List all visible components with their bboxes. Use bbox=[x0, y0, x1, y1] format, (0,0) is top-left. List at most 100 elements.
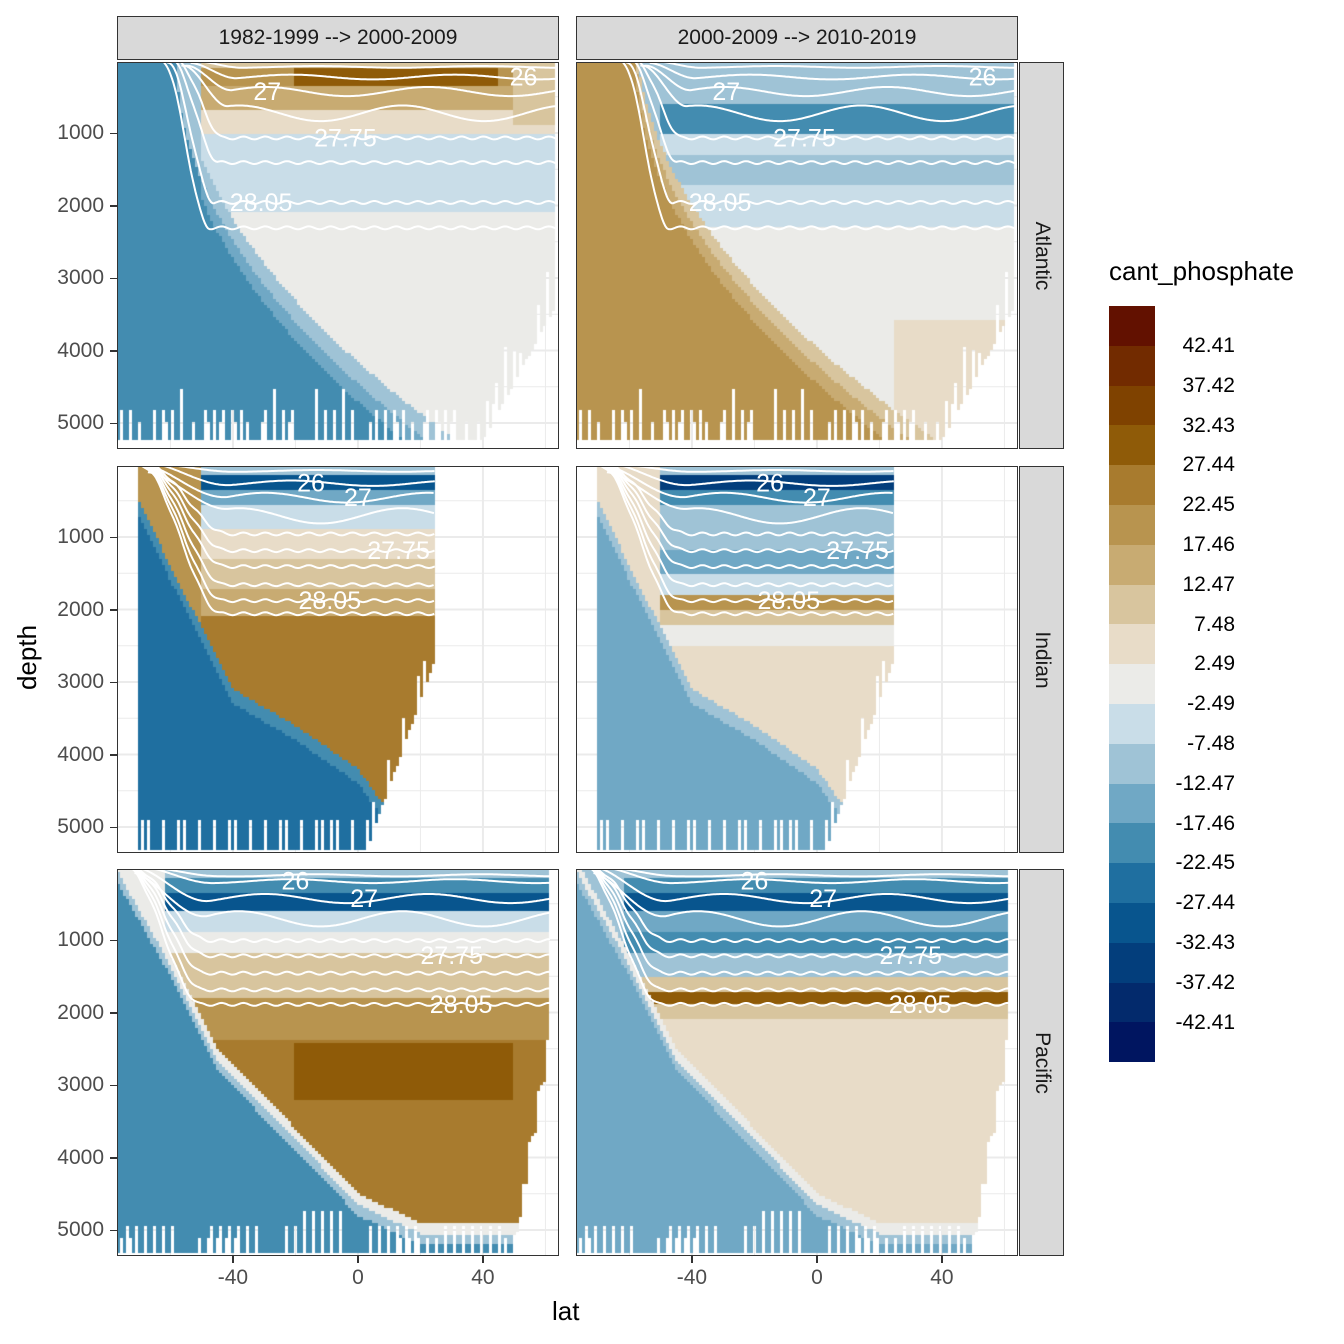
isopycnal-line bbox=[601, 466, 893, 588]
y-tick-mark bbox=[110, 1012, 117, 1014]
x-tick-label: 40 bbox=[471, 1266, 495, 1289]
x-tick-mark bbox=[482, 1256, 484, 1263]
isopycnal-line bbox=[654, 62, 1016, 69]
x-tick-label: 40 bbox=[930, 1266, 954, 1289]
legend-label: 32.43 bbox=[1182, 413, 1235, 437]
legend-color-swatch bbox=[1109, 505, 1155, 545]
isopycnal-line bbox=[146, 466, 435, 537]
y-tick-mark bbox=[110, 1084, 117, 1086]
isopycnal-line bbox=[195, 62, 557, 69]
legend-color-swatch bbox=[1109, 783, 1155, 824]
legend-color-swatch bbox=[1109, 903, 1155, 943]
legend-title: cant_phosphate bbox=[1109, 256, 1295, 286]
legend-label: -17.46 bbox=[1175, 811, 1235, 835]
contour-label: 26 bbox=[297, 470, 325, 498]
isopycnal-line bbox=[593, 872, 1010, 928]
contour-label: 27.75 bbox=[367, 537, 430, 565]
isopycnal-line bbox=[190, 62, 557, 81]
legend-color-swatch bbox=[1109, 1022, 1155, 1063]
contour-label: 27.75 bbox=[773, 124, 836, 152]
legend-label: -7.48 bbox=[1187, 732, 1235, 755]
x-tick-mark bbox=[816, 1256, 818, 1263]
isopycnal-line bbox=[135, 869, 551, 959]
contour-label: 28.05 bbox=[230, 189, 293, 217]
isopycnal-line bbox=[134, 872, 551, 928]
legend-color-swatch bbox=[1109, 345, 1155, 386]
legend-color-swatch bbox=[1109, 306, 1155, 346]
x-tick-label: 0 bbox=[811, 1266, 823, 1289]
isopycnal-line bbox=[181, 64, 557, 123]
isopycnal-line bbox=[160, 466, 435, 487]
y-tick-label: 1000 bbox=[57, 525, 104, 548]
legend-label: -42.41 bbox=[1175, 1010, 1235, 1034]
contour-label: 27.75 bbox=[879, 942, 942, 970]
legend-label: 17.46 bbox=[1182, 533, 1235, 556]
legend-color-swatch bbox=[1109, 664, 1155, 705]
filled-contour-field bbox=[576, 62, 1018, 449]
y-tick-mark bbox=[110, 1157, 117, 1159]
isopycnal-line bbox=[638, 62, 1016, 141]
filled-contour-field bbox=[117, 466, 559, 853]
row-strip: Pacific bbox=[1019, 869, 1064, 1256]
legend-label: -2.49 bbox=[1187, 692, 1235, 716]
isopycnal-line bbox=[139, 466, 435, 617]
legend-color-swatch bbox=[1109, 584, 1155, 625]
y-tick-label: 2000 bbox=[57, 193, 104, 217]
isopycnal-line bbox=[172, 62, 557, 166]
legend-color-swatch bbox=[1109, 823, 1155, 864]
isopycnal-line bbox=[598, 869, 1010, 905]
x-tick-mark bbox=[232, 1256, 234, 1263]
isopycnal-line bbox=[604, 466, 894, 554]
contour-label: 27 bbox=[712, 78, 740, 106]
isopycnal-line bbox=[619, 466, 894, 487]
y-tick-mark bbox=[110, 939, 117, 941]
isopycnal-line bbox=[186, 64, 557, 98]
panel-border bbox=[117, 466, 559, 853]
legend-label: -22.45 bbox=[1175, 851, 1235, 875]
legend-color-swatch bbox=[1109, 982, 1155, 1023]
row-strip-label: Indian bbox=[1030, 630, 1054, 689]
isopycnal-line bbox=[137, 869, 551, 944]
y-tick-label: 3000 bbox=[57, 1073, 104, 1096]
legend-color-swatch bbox=[1109, 863, 1155, 904]
contour-label: 26 bbox=[510, 63, 538, 91]
contour-label: 27 bbox=[344, 484, 372, 512]
filled-contour-field bbox=[576, 869, 1018, 1256]
legend-color-swatch bbox=[1109, 425, 1155, 466]
contour-label: 27.75 bbox=[826, 537, 889, 565]
column-strip: 2000-2009 --> 2010-2019 bbox=[576, 16, 1018, 60]
row-strip-label: Atlantic bbox=[1030, 221, 1054, 290]
y-tick-mark bbox=[110, 1229, 117, 1231]
legend-label: -12.47 bbox=[1175, 771, 1235, 795]
y-tick-label: 2000 bbox=[57, 597, 104, 621]
isopycnal-line bbox=[162, 62, 557, 231]
y-tick-mark bbox=[110, 754, 117, 756]
panel-atlantic-1: 26 27 27.75 28.05 bbox=[117, 62, 559, 449]
isopycnal-line bbox=[626, 62, 1016, 205]
isopycnal-line bbox=[605, 466, 894, 537]
isopycnal-line bbox=[608, 466, 893, 504]
isopycnal-line bbox=[142, 466, 434, 588]
contour-label: 28.05 bbox=[299, 587, 362, 615]
isopycnal-line bbox=[585, 869, 1010, 1007]
legend-color-swatch bbox=[1109, 465, 1155, 506]
isopycnal-line bbox=[596, 869, 1010, 944]
legend-color-swatch bbox=[1109, 624, 1155, 665]
legend-label: 27.44 bbox=[1182, 453, 1235, 477]
panel-indian-2: 26 27 27.75 28.05 bbox=[576, 466, 1018, 853]
filled-contour-field bbox=[117, 62, 559, 449]
y-tick-label: 4000 bbox=[57, 742, 104, 766]
panel-border bbox=[576, 466, 1018, 853]
isopycnal-line bbox=[167, 62, 557, 205]
y-tick-mark bbox=[110, 536, 117, 538]
isopycnal-line bbox=[147, 471, 435, 525]
y-axis-title: depth bbox=[12, 624, 43, 691]
y-tick-mark bbox=[110, 132, 117, 134]
isopycnal-line bbox=[139, 869, 551, 905]
y-tick-mark bbox=[110, 350, 117, 352]
